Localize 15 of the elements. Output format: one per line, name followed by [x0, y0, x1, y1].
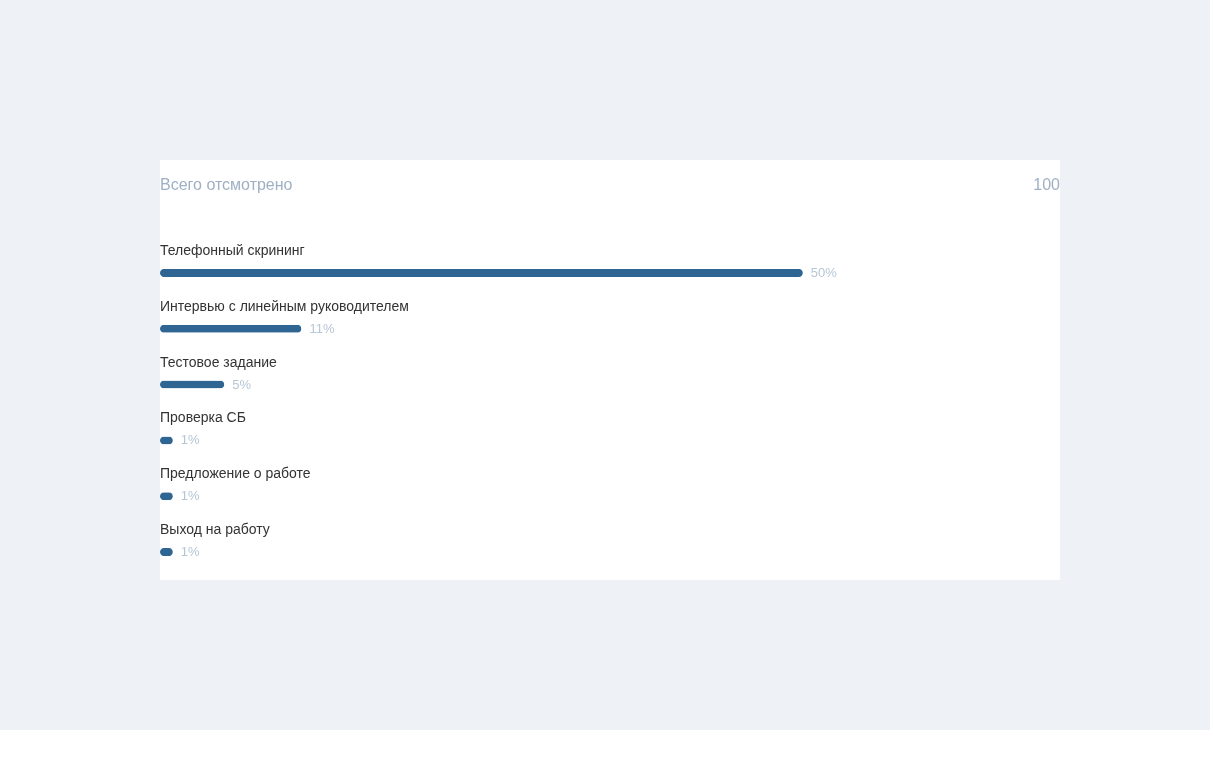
data-label: 5% [232, 376, 252, 392]
data-label: 1% [180, 488, 201, 504]
chart-title: Всего отсмотрено [160, 176, 293, 193]
bar [160, 268, 803, 277]
data-label: 1% [180, 432, 201, 448]
y-tick-label: Выход на работу [160, 521, 270, 538]
y-tick-label: Предложение о работе [160, 465, 311, 482]
data-label: 1% [180, 544, 201, 560]
data-label: 11% [309, 320, 335, 336]
y-tick-label: Тестовое задание [160, 353, 278, 370]
y-tick-label: Телефонный скрининг [160, 241, 305, 258]
y-tick-label: Проверка СБ [160, 409, 246, 426]
y-tick-label: Интервью с линейным руководителем [160, 297, 409, 314]
data-label: 50% [810, 264, 838, 280]
text: 100 [1033, 176, 1061, 193]
